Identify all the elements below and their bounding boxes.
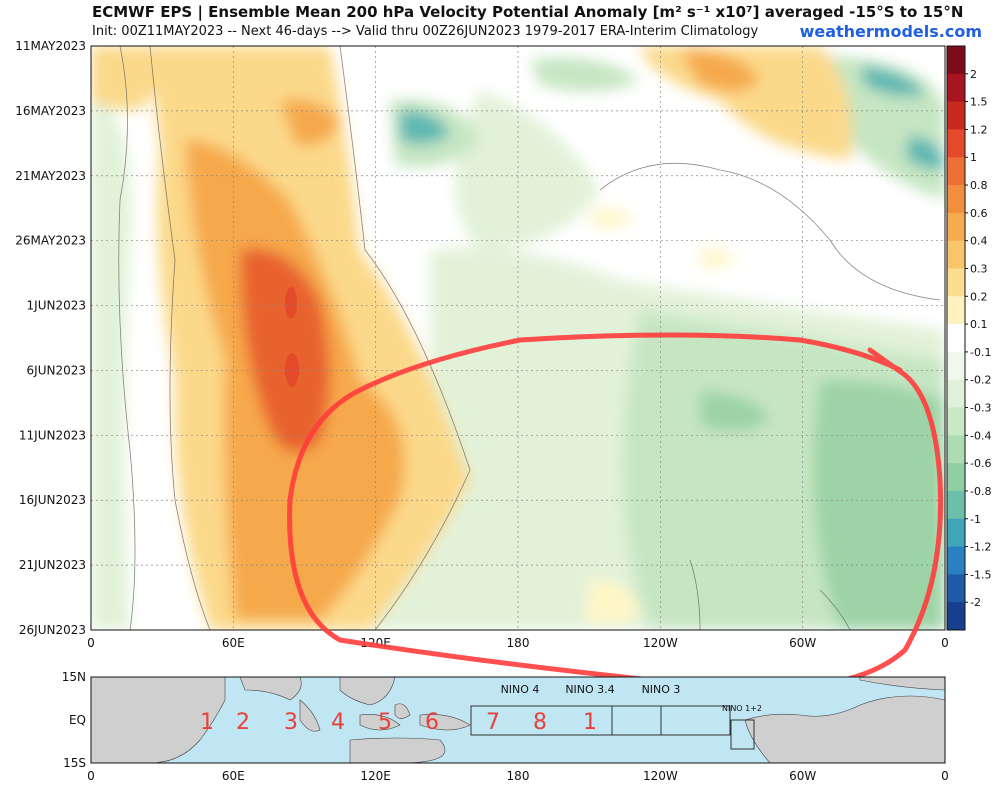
mjo-phase-number: 8 xyxy=(533,710,547,735)
colorbar-label: -2 xyxy=(970,596,981,609)
colorbar-segment xyxy=(947,185,965,214)
colorbar-label: -0.8 xyxy=(970,485,991,498)
y-tick-label: 1JUN2023 xyxy=(27,299,86,313)
y-tick-label: 16JUN2023 xyxy=(19,493,86,507)
chart-title: ECMWF EPS | Ensemble Mean 200 hPa Veloci… xyxy=(92,3,964,21)
mjo-phase-number: 3 xyxy=(284,710,298,735)
colorbar-label: 1 xyxy=(970,151,977,164)
map-y-tick-label: 15N xyxy=(62,670,86,684)
mjo-phase-number: 2 xyxy=(236,710,250,735)
colorbar-label: 0.8 xyxy=(970,179,988,192)
colorbar-label: -0.6 xyxy=(970,457,991,470)
colorbar-label: -0.3 xyxy=(970,402,991,415)
map-x-tick-label: 60W xyxy=(789,769,816,783)
colorbar-segment xyxy=(947,296,965,325)
colorbar-segment xyxy=(947,129,965,158)
colorbar-segment xyxy=(947,546,965,575)
x-axis-ticks: 0 60E 120E 180 120W 60W 0 xyxy=(87,636,949,650)
mjo-phase-number: 4 xyxy=(331,710,345,735)
colorbar-segment xyxy=(947,101,965,130)
mjo-phase-number: 1 xyxy=(200,710,214,735)
x-tick-label: 0 xyxy=(87,636,95,650)
colorbar-segment xyxy=(947,407,965,436)
y-tick-label: 11JUN2023 xyxy=(19,428,86,442)
nino-region-label: NINO 1+2 xyxy=(722,704,762,713)
colorbar-label: 2 xyxy=(970,68,977,81)
annotation-circle xyxy=(287,332,944,691)
colorbar-label: 1.2 xyxy=(970,123,988,136)
colorbar-segment xyxy=(947,73,965,103)
colorbar-segment xyxy=(947,379,965,409)
map-x-tick-label: 60E xyxy=(222,769,245,783)
colorbar-segment xyxy=(947,435,965,464)
colorbar-segment xyxy=(947,324,965,353)
colorbar-label: 0.4 xyxy=(970,235,988,248)
colorbar-segment xyxy=(947,46,965,75)
brand-link[interactable]: weathermodels.com xyxy=(799,22,982,41)
colorbar-segment xyxy=(947,463,965,492)
mjo-phase-number: 7 xyxy=(486,710,500,735)
colorbar-label: -1.2 xyxy=(970,541,991,554)
colorbar-segment xyxy=(947,490,965,520)
colorbar-label: 0.3 xyxy=(970,262,988,275)
map-y-tick-label: EQ xyxy=(69,713,86,727)
mjo-phase-number: 6 xyxy=(425,710,439,735)
nino-region-label: NINO 4 xyxy=(501,683,540,696)
nino-region-label: NINO 3 xyxy=(642,683,681,696)
colorbar-segment xyxy=(947,212,965,242)
x-tick-label: 0 xyxy=(941,636,949,650)
mjo-phase-number: 1 xyxy=(583,710,597,735)
y-tick-label: 26MAY2023 xyxy=(15,234,86,248)
colorbar-label: -1 xyxy=(970,513,981,526)
y-tick-label: 21JUN2023 xyxy=(19,558,86,572)
colorbar-segment xyxy=(947,602,965,631)
map-x-tick-label: 180 xyxy=(507,769,530,783)
y-tick-label: 16MAY2023 xyxy=(15,104,86,118)
colorbar-label: -0.1 xyxy=(970,346,991,359)
colorbar-segment xyxy=(947,351,965,381)
colorbar-segment xyxy=(947,240,965,269)
colorbar-segment xyxy=(947,157,965,186)
colorbar-label: -0.2 xyxy=(970,374,991,387)
colorbar-label: 0.6 xyxy=(970,207,988,220)
map-x-tick-label: 120W xyxy=(643,769,678,783)
colorbar-label: 0.1 xyxy=(970,318,988,331)
x-tick-label: 180 xyxy=(507,636,530,650)
map-x-tick-label: 0 xyxy=(941,769,949,783)
nino-region-label: NINO 3.4 xyxy=(565,683,614,696)
colorbar-label: 1.5 xyxy=(970,96,988,109)
colorbar-frame xyxy=(946,45,966,631)
map-x-tick-label: 0 xyxy=(87,769,95,783)
colorbar-segment xyxy=(947,518,965,548)
x-tick-label: 120W xyxy=(643,636,678,650)
chart-subtitle: Init: 00Z11MAY2023 -- Next 46-days --> V… xyxy=(92,24,759,39)
y-axis-ticks: 11MAY2023 16MAY2023 21MAY2023 26MAY2023 1JUN… xyxy=(15,39,86,637)
colorbar-label: -0.4 xyxy=(970,429,991,442)
map-frame xyxy=(90,676,946,764)
region-map xyxy=(91,677,945,763)
y-tick-label: 26JUN2023 xyxy=(19,623,86,637)
map-x-tick-label: 120E xyxy=(360,769,391,783)
x-tick-label: 60E xyxy=(222,636,245,650)
heatmap-field xyxy=(91,46,945,630)
colorbar-label: -1.5 xyxy=(970,568,991,581)
map-y-tick-label: 15S xyxy=(63,756,86,770)
colorbar: 2 1.5 1.2 1 0.8 0.6 0.4 0.3 0.2 0.1 -0.1 -0.2 -0.3 -0… xyxy=(946,45,991,631)
y-tick-label: 6JUN2023 xyxy=(27,363,86,377)
x-tick-label: 60W xyxy=(789,636,816,650)
y-tick-label: 11MAY2023 xyxy=(15,39,86,53)
plot-frame xyxy=(90,45,946,631)
colorbar-label: 0.2 xyxy=(970,290,988,303)
mjo-phase-number: 5 xyxy=(378,710,392,735)
y-tick-label: 21MAY2023 xyxy=(15,169,86,183)
colorbar-segment xyxy=(947,574,965,603)
colorbar-segment xyxy=(947,268,965,297)
